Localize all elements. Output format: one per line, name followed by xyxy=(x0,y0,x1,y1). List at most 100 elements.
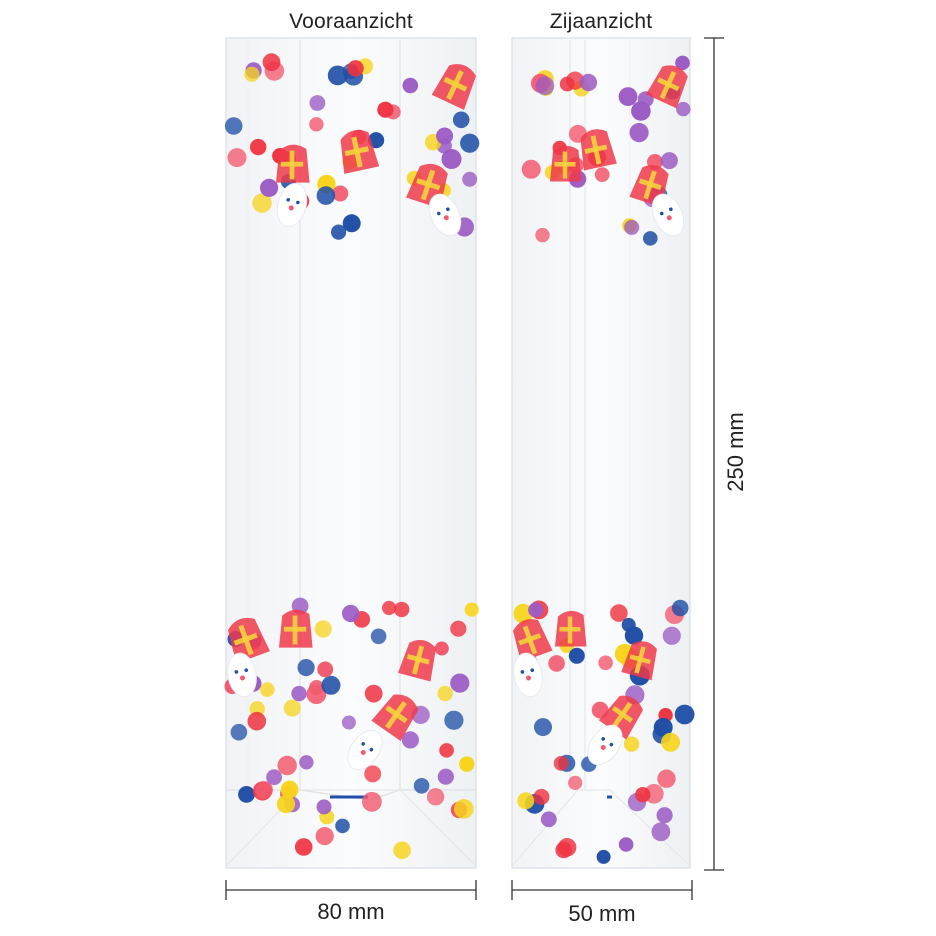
confetti-dot xyxy=(364,684,383,703)
confetti-dot xyxy=(535,76,555,96)
confetti-dot xyxy=(401,731,419,749)
confetti-dot xyxy=(413,778,430,794)
confetti-dot xyxy=(444,710,464,730)
confetti-dot xyxy=(568,775,583,791)
confetti-dot xyxy=(280,780,299,799)
confetti-dot xyxy=(548,655,565,672)
confetti-dot xyxy=(450,673,470,693)
confetti-dot xyxy=(513,603,533,624)
mitre-icon xyxy=(555,610,587,647)
confetti-dot xyxy=(674,704,695,725)
confetti-dot xyxy=(528,602,544,618)
confetti-dot xyxy=(579,73,598,92)
confetti-dot xyxy=(450,620,467,637)
confetti-dot xyxy=(377,101,394,118)
confetti-dot xyxy=(624,219,640,235)
side-width-dimension-line xyxy=(511,880,693,900)
confetti-dot xyxy=(653,717,673,737)
confetti-dot xyxy=(283,699,301,717)
confetti-dot xyxy=(437,685,453,702)
confetti-dot xyxy=(555,841,572,859)
confetti-dot xyxy=(306,684,327,704)
confetti-dot xyxy=(618,87,638,106)
confetti-dot xyxy=(260,178,279,197)
confetti-dot xyxy=(230,723,248,741)
confetti-dot xyxy=(291,685,307,702)
confetti-dot xyxy=(255,781,273,799)
confetti-dot xyxy=(452,111,470,129)
confetti-dot xyxy=(362,791,382,812)
front-width-label: 80 mm xyxy=(317,899,385,924)
confetti-dot xyxy=(439,743,454,758)
side-width-label: 50 mm xyxy=(568,901,636,926)
confetti-dot xyxy=(315,827,334,846)
confetti-pattern-bottom-front xyxy=(224,597,479,860)
confetti-dot xyxy=(332,185,349,202)
confetti-dot xyxy=(621,617,636,632)
confetti-dot xyxy=(260,682,275,697)
confetti-dot xyxy=(276,795,296,814)
height-dimension-line xyxy=(704,37,724,871)
side-view-label: Zijaanzicht xyxy=(549,10,653,33)
confetti-dot xyxy=(393,841,411,860)
confetti-dot xyxy=(517,792,535,810)
confetti-dot xyxy=(594,167,610,183)
confetti-dot xyxy=(309,95,326,111)
height-label: 250 mm xyxy=(723,412,748,492)
confetti-dot xyxy=(464,602,479,617)
confetti-dot xyxy=(394,601,410,618)
confetti-dot xyxy=(434,641,449,656)
confetti-dot xyxy=(459,756,475,772)
front-width-dimension-line xyxy=(225,880,477,900)
confetti-dot xyxy=(623,736,640,752)
confetti-dot xyxy=(643,231,658,246)
confetti-dot xyxy=(227,148,247,168)
confetti-dot xyxy=(250,138,267,156)
confetti-dot xyxy=(252,193,272,213)
confetti-dot xyxy=(676,101,691,117)
confetti-dot xyxy=(426,788,445,806)
confetti-dot xyxy=(618,837,634,852)
confetti-dot xyxy=(454,799,474,819)
confetti-dot xyxy=(244,66,260,82)
confetti-dot xyxy=(402,77,419,94)
confetti-dot xyxy=(238,786,255,803)
confetti-dot xyxy=(651,822,671,842)
confetti-dot xyxy=(675,55,690,71)
confetti-dot xyxy=(535,227,550,243)
confetti-dot xyxy=(662,626,681,645)
confetti-dot xyxy=(331,224,347,240)
confetti-dot xyxy=(533,788,550,805)
front-view-label: Vooraanzicht xyxy=(289,10,413,33)
confetti-dot xyxy=(559,76,575,92)
confetti-dot xyxy=(277,755,297,776)
confetti-dot xyxy=(316,799,332,815)
confetti-dot xyxy=(660,152,678,170)
confetti-dot xyxy=(247,711,267,731)
confetti-dot xyxy=(629,123,649,143)
confetti-dot xyxy=(266,769,282,786)
confetti-dot xyxy=(534,718,552,737)
confetti-dot xyxy=(347,60,364,77)
confetti-dot xyxy=(341,715,356,730)
confetti-dot xyxy=(441,149,462,169)
confetti-dot xyxy=(635,787,651,803)
confetti-dot xyxy=(596,849,611,864)
confetti-dot xyxy=(382,600,397,616)
confetti-dot xyxy=(610,604,628,622)
confetti-dot xyxy=(521,159,541,179)
confetti-dot xyxy=(342,604,360,623)
confetti-dot xyxy=(317,661,334,678)
confetti-dot xyxy=(294,838,313,856)
confetti-dot xyxy=(297,659,315,677)
confetti-dot xyxy=(364,765,382,783)
confetti-dot xyxy=(656,807,673,824)
confetti-dot xyxy=(436,127,454,145)
confetti-dot xyxy=(598,655,613,671)
mitre-icon xyxy=(276,144,310,183)
confetti-dot xyxy=(342,214,361,233)
confetti-dot xyxy=(553,756,569,771)
confetti-dot xyxy=(316,186,336,205)
mitre-icon xyxy=(550,145,582,182)
